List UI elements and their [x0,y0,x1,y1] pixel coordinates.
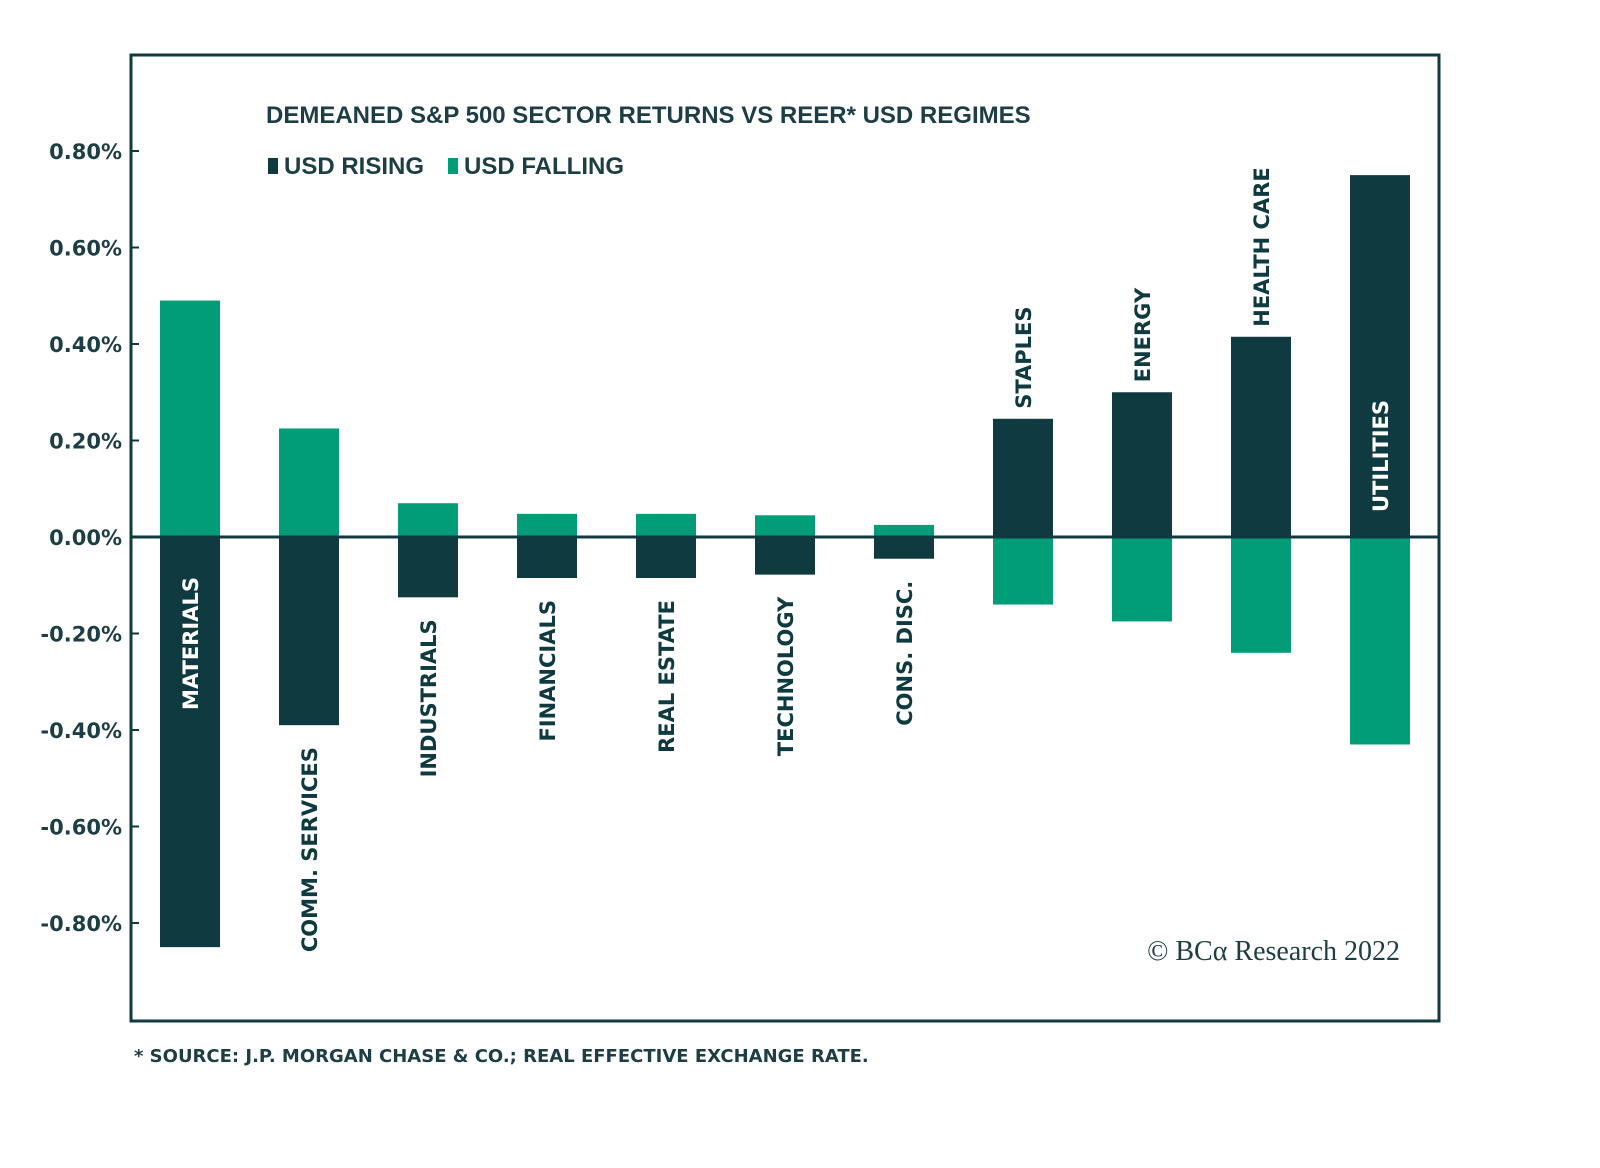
bar-usd-rising [398,537,458,598]
bar-usd-falling [279,428,339,537]
y-tick-label: 0.20% [49,430,122,454]
bar-usd-falling [1231,537,1291,653]
category-label: STAPLES [1012,306,1036,408]
bar-usd-rising [636,537,696,579]
y-tick-label: 0.40% [49,333,122,357]
bar-usd-rising [874,537,934,559]
y-tick-label: -0.80% [40,912,122,936]
bar-usd-rising [993,418,1053,537]
category-label: FINANCIALS [536,600,560,742]
bar-usd-falling [755,515,815,537]
bar-usd-rising [755,537,815,575]
chart-title: DEMEANED S&P 500 SECTOR RETURNS VS REER*… [266,102,1031,129]
y-tick-label: 0.80% [49,140,122,164]
bar-usd-falling [1112,537,1172,622]
bar-usd-falling [517,513,577,537]
bars [160,175,1410,948]
bar-usd-falling [874,524,934,537]
category-label: COMM. SERVICES [298,747,322,952]
category-label: INDUSTRIALS [417,619,441,777]
bar-usd-falling [398,503,458,537]
bar-usd-falling [160,300,220,537]
category-label: CONS. DISC. [893,581,917,726]
bar-usd-rising [160,537,220,948]
bar-usd-rising [1231,336,1291,537]
category-label: ENERGY [1131,287,1155,382]
source-footnote: * SOURCE: J.P. MORGAN CHASE & CO.; REAL … [134,1046,869,1067]
bar-usd-rising [517,537,577,579]
y-tick-label: -0.20% [40,623,122,647]
bar-usd-rising [1112,392,1172,537]
category-label: UTILITIES [1369,400,1393,512]
bar-usd-rising [1350,175,1410,537]
y-tick-label: 0.00% [49,526,122,550]
category-label: MATERIALS [179,577,203,710]
legend: USD RISING USD FALLING [268,153,624,180]
y-tick-label: -0.60% [40,816,122,840]
bar-usd-rising [279,537,339,726]
legend-swatch-usd-falling [448,158,458,174]
y-tick-label: -0.40% [40,719,122,743]
legend-swatch-usd-rising [268,158,278,174]
bar-usd-falling [1350,537,1410,745]
bar-usd-falling [636,513,696,537]
copyright-annotation: © BCα Research 2022 [1147,936,1400,967]
category-label: TECHNOLOGY [774,596,798,756]
category-label: HEALTH CARE [1250,167,1274,326]
legend-label-usd-falling: USD FALLING [464,153,624,180]
category-labels: MATERIALS COMM. SERVICES INDUSTRIALS FINANC… [179,167,1393,952]
y-tick-label: 0.60% [49,237,122,261]
category-label: REAL ESTATE [655,600,679,753]
bar-usd-falling [993,537,1053,605]
y-axis: 0.80% 0.60% 0.40% 0.20% 0.00% -0.20% -0.40% -0.… [40,140,139,936]
legend-label-usd-rising: USD RISING [284,153,424,180]
